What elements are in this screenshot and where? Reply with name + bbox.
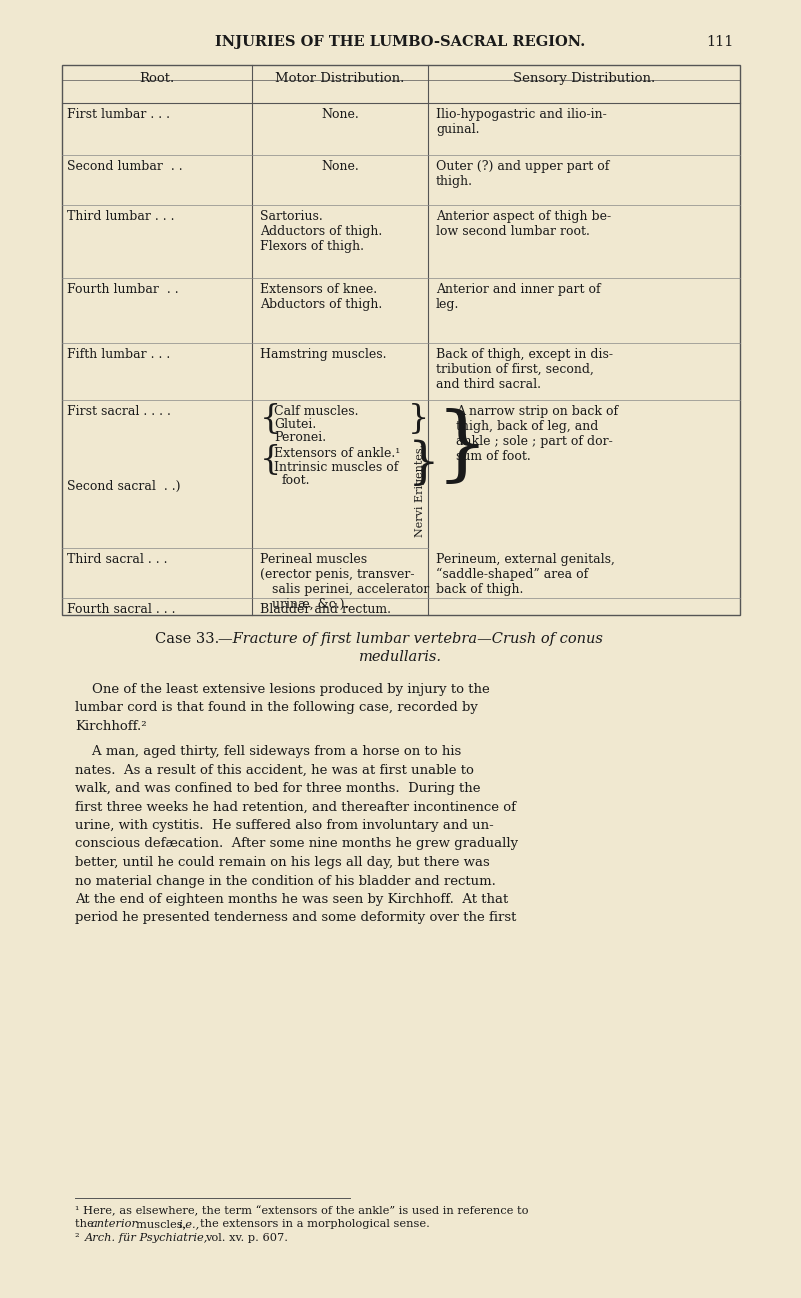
Text: Peronei.: Peronei. [274, 431, 326, 444]
Text: Perineum, external genitals,
“saddle-shaped” area of
back of thigh.: Perineum, external genitals, “saddle-sha… [436, 553, 615, 596]
Text: Fourth lumbar  . .: Fourth lumbar . . [67, 283, 179, 296]
Text: {: { [260, 444, 281, 476]
Text: Second lumbar  . .: Second lumbar . . [67, 160, 183, 173]
Text: foot.: foot. [282, 474, 311, 487]
Text: A narrow strip on back of
thigh, back of leg, and
ankle ; sole ; part of dor-
su: A narrow strip on back of thigh, back of… [456, 405, 618, 463]
Text: the extensors in a morphological sense.: the extensors in a morphological sense. [200, 1219, 430, 1229]
Text: Ilio-hypogastric and ilio-in-
guinal.: Ilio-hypogastric and ilio-in- guinal. [436, 108, 606, 136]
Text: Root.: Root. [139, 71, 175, 84]
Text: Glutei.: Glutei. [274, 418, 316, 431]
Text: vol. xv. p. 607.: vol. xv. p. 607. [205, 1233, 288, 1243]
Text: Case 33.: Case 33. [155, 632, 219, 646]
Text: Motor Distribution.: Motor Distribution. [276, 71, 405, 84]
Text: Anterior aspect of thigh be-
low second lumbar root.: Anterior aspect of thigh be- low second … [436, 210, 611, 238]
Text: ²: ² [75, 1233, 83, 1243]
Text: First sacral . . . .: First sacral . . . . [67, 405, 171, 418]
Text: Extensors of knee.
Abductors of thigh.: Extensors of knee. Abductors of thigh. [260, 283, 382, 312]
Text: A man, aged thirty, fell sideways from a horse on to his
nates.  As a result of : A man, aged thirty, fell sideways from a… [75, 745, 518, 924]
Text: medullaris.: medullaris. [359, 650, 441, 665]
Text: i.e.,: i.e., [178, 1219, 199, 1229]
Text: Fifth lumbar . . .: Fifth lumbar . . . [67, 348, 171, 361]
Text: Fourth sacral . . .: Fourth sacral . . . [67, 604, 175, 617]
Text: }: } [408, 402, 429, 435]
Text: Extensors of ankle.¹: Extensors of ankle.¹ [274, 447, 400, 459]
Text: Arch. für Psychiatrie,: Arch. für Psychiatrie, [85, 1233, 208, 1243]
Text: the: the [75, 1219, 98, 1229]
Text: {: { [260, 402, 281, 435]
Text: Bladder and rectum.: Bladder and rectum. [260, 604, 391, 617]
Text: Anterior and inner part of
leg.: Anterior and inner part of leg. [436, 283, 601, 312]
Text: Sensory Distribution.: Sensory Distribution. [513, 71, 655, 84]
Text: None.: None. [321, 108, 359, 121]
Text: None.: None. [321, 160, 359, 173]
Text: Third sacral . . .: Third sacral . . . [67, 553, 167, 566]
Text: anterior: anterior [91, 1219, 138, 1229]
Text: Calf muscles.: Calf muscles. [274, 405, 359, 418]
Text: 111: 111 [706, 35, 734, 49]
Text: muscles,: muscles, [136, 1219, 190, 1229]
Text: }: } [408, 440, 440, 489]
Text: Third lumbar . . .: Third lumbar . . . [67, 210, 175, 223]
Text: Nervi Erigentes.: Nervi Erigentes. [415, 444, 425, 536]
Text: Back of thigh, except in dis-
tribution of first, second,
and third sacral.: Back of thigh, except in dis- tribution … [436, 348, 613, 391]
Text: ¹ Here, as elsewhere, the term “extensors of the ankle” is used in reference to: ¹ Here, as elsewhere, the term “extensor… [75, 1206, 529, 1216]
Text: One of the least extensive lesions produced by injury to the
lumbar cord is that: One of the least extensive lesions produ… [75, 683, 489, 733]
Text: Outer (?) and upper part of
thigh.: Outer (?) and upper part of thigh. [436, 160, 610, 188]
Text: Intrinsic muscles of: Intrinsic muscles of [274, 461, 398, 474]
Text: —Fracture of first lumbar vertebra—Crush of conus: —Fracture of first lumbar vertebra—Crush… [218, 632, 603, 646]
Text: Sartorius.
Adductors of thigh.
Flexors of thigh.: Sartorius. Adductors of thigh. Flexors o… [260, 210, 382, 253]
Text: Perineal muscles
(erector penis, transver-
   salis perinei, accelerator
   urin: Perineal muscles (erector penis, transve… [260, 553, 429, 611]
Text: Hamstring muscles.: Hamstring muscles. [260, 348, 387, 361]
Text: INJURIES OF THE LUMBO-SACRAL REGION.: INJURIES OF THE LUMBO-SACRAL REGION. [215, 35, 585, 49]
Text: First lumbar . . .: First lumbar . . . [67, 108, 170, 121]
Text: Second sacral  . .): Second sacral . .) [67, 480, 180, 493]
Bar [62, 65, 740, 615]
Text: }: } [436, 408, 489, 488]
